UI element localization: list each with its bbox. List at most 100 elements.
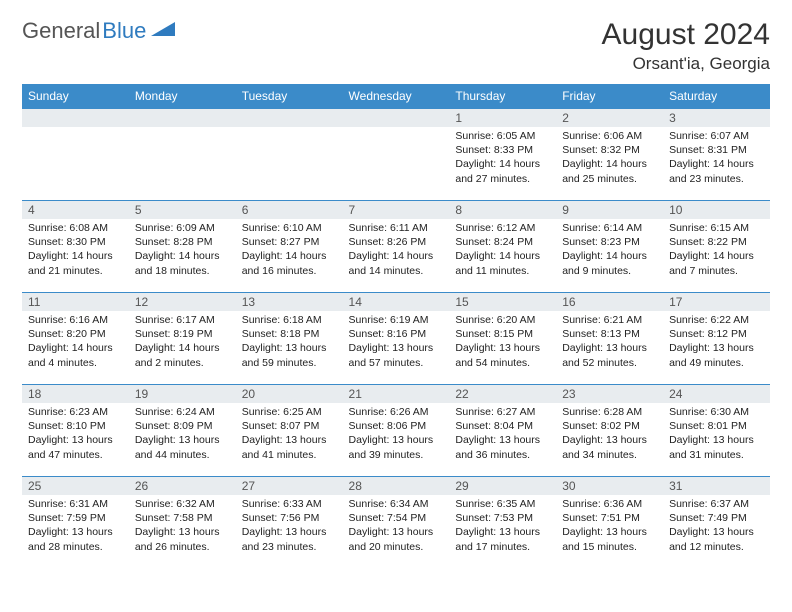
weekday-header: Thursday <box>449 84 556 109</box>
day-details: Sunrise: 6:28 AMSunset: 8:02 PMDaylight:… <box>556 403 663 464</box>
logo-text-blue: Blue <box>102 18 146 44</box>
day-details: Sunrise: 6:08 AMSunset: 8:30 PMDaylight:… <box>22 219 129 280</box>
day-number: 10 <box>663 201 770 219</box>
day-number: 21 <box>343 385 450 403</box>
calendar-day: 29Sunrise: 6:35 AMSunset: 7:53 PMDayligh… <box>449 477 556 569</box>
calendar-empty <box>343 109 450 201</box>
calendar-day: 10Sunrise: 6:15 AMSunset: 8:22 PMDayligh… <box>663 201 770 293</box>
day-details: Sunrise: 6:11 AMSunset: 8:26 PMDaylight:… <box>343 219 450 280</box>
calendar-day: 18Sunrise: 6:23 AMSunset: 8:10 PMDayligh… <box>22 385 129 477</box>
day-details: Sunrise: 6:06 AMSunset: 8:32 PMDaylight:… <box>556 127 663 188</box>
calendar-day: 2Sunrise: 6:06 AMSunset: 8:32 PMDaylight… <box>556 109 663 201</box>
day-number: 25 <box>22 477 129 495</box>
logo-triangle-icon <box>151 20 177 43</box>
day-number: 19 <box>129 385 236 403</box>
weekday-header: Friday <box>556 84 663 109</box>
calendar-row: 4Sunrise: 6:08 AMSunset: 8:30 PMDaylight… <box>22 201 770 293</box>
calendar-row: 18Sunrise: 6:23 AMSunset: 8:10 PMDayligh… <box>22 385 770 477</box>
calendar-day: 24Sunrise: 6:30 AMSunset: 8:01 PMDayligh… <box>663 385 770 477</box>
day-details: Sunrise: 6:12 AMSunset: 8:24 PMDaylight:… <box>449 219 556 280</box>
day-details: Sunrise: 6:10 AMSunset: 8:27 PMDaylight:… <box>236 219 343 280</box>
day-number-empty <box>343 109 450 127</box>
day-number: 15 <box>449 293 556 311</box>
day-details: Sunrise: 6:05 AMSunset: 8:33 PMDaylight:… <box>449 127 556 188</box>
day-number-empty <box>22 109 129 127</box>
day-number: 11 <box>22 293 129 311</box>
day-number: 30 <box>556 477 663 495</box>
day-number: 7 <box>343 201 450 219</box>
calendar-row: 1Sunrise: 6:05 AMSunset: 8:33 PMDaylight… <box>22 109 770 201</box>
calendar-day: 19Sunrise: 6:24 AMSunset: 8:09 PMDayligh… <box>129 385 236 477</box>
day-details: Sunrise: 6:22 AMSunset: 8:12 PMDaylight:… <box>663 311 770 372</box>
calendar-row: 11Sunrise: 6:16 AMSunset: 8:20 PMDayligh… <box>22 293 770 385</box>
day-number: 23 <box>556 385 663 403</box>
header: GeneralBlue August 2024 Orsant'ia, Georg… <box>22 18 770 74</box>
day-number: 5 <box>129 201 236 219</box>
calendar-day: 25Sunrise: 6:31 AMSunset: 7:59 PMDayligh… <box>22 477 129 569</box>
day-number: 31 <box>663 477 770 495</box>
calendar-day: 21Sunrise: 6:26 AMSunset: 8:06 PMDayligh… <box>343 385 450 477</box>
calendar-day: 26Sunrise: 6:32 AMSunset: 7:58 PMDayligh… <box>129 477 236 569</box>
logo-text-gray: General <box>22 18 100 44</box>
calendar-day: 22Sunrise: 6:27 AMSunset: 8:04 PMDayligh… <box>449 385 556 477</box>
day-number: 8 <box>449 201 556 219</box>
calendar-day: 7Sunrise: 6:11 AMSunset: 8:26 PMDaylight… <box>343 201 450 293</box>
weekday-header: Wednesday <box>343 84 450 109</box>
day-details: Sunrise: 6:16 AMSunset: 8:20 PMDaylight:… <box>22 311 129 372</box>
weekday-header: Sunday <box>22 84 129 109</box>
day-number: 4 <box>22 201 129 219</box>
day-number: 14 <box>343 293 450 311</box>
calendar-table: SundayMondayTuesdayWednesdayThursdayFrid… <box>22 84 770 569</box>
day-details: Sunrise: 6:15 AMSunset: 8:22 PMDaylight:… <box>663 219 770 280</box>
day-number: 1 <box>449 109 556 127</box>
day-details: Sunrise: 6:31 AMSunset: 7:59 PMDaylight:… <box>22 495 129 556</box>
calendar-day: 23Sunrise: 6:28 AMSunset: 8:02 PMDayligh… <box>556 385 663 477</box>
day-number-empty <box>129 109 236 127</box>
day-number: 3 <box>663 109 770 127</box>
day-details: Sunrise: 6:27 AMSunset: 8:04 PMDaylight:… <box>449 403 556 464</box>
calendar-day: 20Sunrise: 6:25 AMSunset: 8:07 PMDayligh… <box>236 385 343 477</box>
day-details: Sunrise: 6:25 AMSunset: 8:07 PMDaylight:… <box>236 403 343 464</box>
day-details: Sunrise: 6:32 AMSunset: 7:58 PMDaylight:… <box>129 495 236 556</box>
calendar-day: 8Sunrise: 6:12 AMSunset: 8:24 PMDaylight… <box>449 201 556 293</box>
calendar-day: 14Sunrise: 6:19 AMSunset: 8:16 PMDayligh… <box>343 293 450 385</box>
calendar-day: 9Sunrise: 6:14 AMSunset: 8:23 PMDaylight… <box>556 201 663 293</box>
calendar-day: 4Sunrise: 6:08 AMSunset: 8:30 PMDaylight… <box>22 201 129 293</box>
calendar-day: 3Sunrise: 6:07 AMSunset: 8:31 PMDaylight… <box>663 109 770 201</box>
day-details: Sunrise: 6:35 AMSunset: 7:53 PMDaylight:… <box>449 495 556 556</box>
day-number: 13 <box>236 293 343 311</box>
calendar-empty <box>22 109 129 201</box>
logo: GeneralBlue <box>22 18 177 44</box>
weekday-header: Monday <box>129 84 236 109</box>
calendar-day: 1Sunrise: 6:05 AMSunset: 8:33 PMDaylight… <box>449 109 556 201</box>
location: Orsant'ia, Georgia <box>602 54 770 74</box>
day-details: Sunrise: 6:37 AMSunset: 7:49 PMDaylight:… <box>663 495 770 556</box>
calendar-day: 11Sunrise: 6:16 AMSunset: 8:20 PMDayligh… <box>22 293 129 385</box>
calendar-day: 31Sunrise: 6:37 AMSunset: 7:49 PMDayligh… <box>663 477 770 569</box>
day-number: 17 <box>663 293 770 311</box>
day-details: Sunrise: 6:09 AMSunset: 8:28 PMDaylight:… <box>129 219 236 280</box>
weekday-row: SundayMondayTuesdayWednesdayThursdayFrid… <box>22 84 770 109</box>
day-details: Sunrise: 6:34 AMSunset: 7:54 PMDaylight:… <box>343 495 450 556</box>
calendar-day: 6Sunrise: 6:10 AMSunset: 8:27 PMDaylight… <box>236 201 343 293</box>
calendar-day: 30Sunrise: 6:36 AMSunset: 7:51 PMDayligh… <box>556 477 663 569</box>
day-number-empty <box>236 109 343 127</box>
day-details: Sunrise: 6:24 AMSunset: 8:09 PMDaylight:… <box>129 403 236 464</box>
day-details: Sunrise: 6:23 AMSunset: 8:10 PMDaylight:… <box>22 403 129 464</box>
day-details: Sunrise: 6:17 AMSunset: 8:19 PMDaylight:… <box>129 311 236 372</box>
weekday-header: Tuesday <box>236 84 343 109</box>
page-title: August 2024 <box>602 18 770 52</box>
calendar-day: 13Sunrise: 6:18 AMSunset: 8:18 PMDayligh… <box>236 293 343 385</box>
calendar-day: 27Sunrise: 6:33 AMSunset: 7:56 PMDayligh… <box>236 477 343 569</box>
calendar-body: 1Sunrise: 6:05 AMSunset: 8:33 PMDaylight… <box>22 109 770 569</box>
day-details: Sunrise: 6:20 AMSunset: 8:15 PMDaylight:… <box>449 311 556 372</box>
day-number: 6 <box>236 201 343 219</box>
day-number: 28 <box>343 477 450 495</box>
day-details: Sunrise: 6:36 AMSunset: 7:51 PMDaylight:… <box>556 495 663 556</box>
day-number: 24 <box>663 385 770 403</box>
day-number: 16 <box>556 293 663 311</box>
day-details: Sunrise: 6:21 AMSunset: 8:13 PMDaylight:… <box>556 311 663 372</box>
day-details: Sunrise: 6:30 AMSunset: 8:01 PMDaylight:… <box>663 403 770 464</box>
day-number: 2 <box>556 109 663 127</box>
calendar-day: 16Sunrise: 6:21 AMSunset: 8:13 PMDayligh… <box>556 293 663 385</box>
